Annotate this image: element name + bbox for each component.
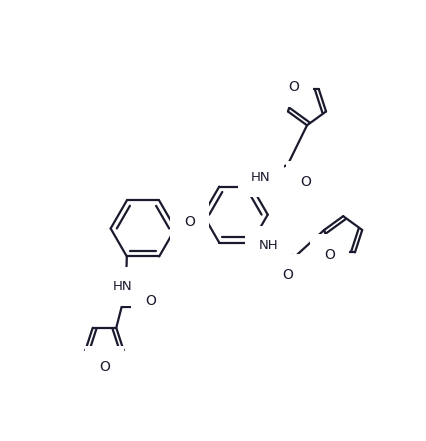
Text: O: O bbox=[299, 175, 310, 188]
Text: O: O bbox=[99, 360, 109, 374]
Text: O: O bbox=[323, 248, 334, 262]
Text: O: O bbox=[183, 215, 194, 228]
Text: O: O bbox=[287, 79, 298, 93]
Text: NH: NH bbox=[258, 239, 278, 252]
Text: O: O bbox=[145, 294, 156, 308]
Text: O: O bbox=[282, 268, 293, 282]
Text: HN: HN bbox=[250, 171, 270, 184]
Text: HN: HN bbox=[112, 280, 132, 293]
